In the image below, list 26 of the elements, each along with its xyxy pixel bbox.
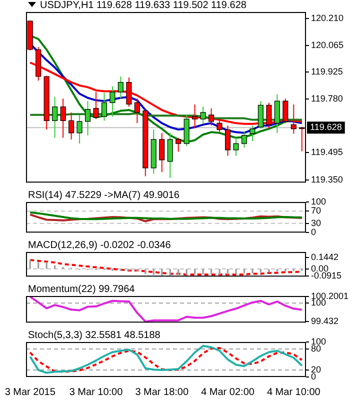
y-tick-label: 30 (311, 218, 322, 228)
chart-title: Momentum(22) 99.7964 (28, 284, 135, 295)
y-tick-label: 0.00 (311, 263, 329, 274)
y-tick-label: 70 (311, 206, 322, 216)
y-tick-label: 119.925 (311, 66, 343, 76)
x-tick-label: 3 Mar 2015 (4, 386, 56, 398)
chart-title: RSI(14) 47.5229 ->MA(7) 49.9016 (28, 190, 180, 201)
y-tick-label: -0.0915 (311, 270, 342, 281)
y-tick-label: 100 (311, 196, 326, 206)
chart-title: Stoch(5,3,3) 32.5581 48.5188 (28, 330, 160, 341)
y-tick-label: 99.432 (311, 316, 339, 326)
y-tick-label: 100 (311, 298, 326, 308)
chart-title: MACD(12,26,9) -0.0202 -0.0346 (28, 240, 171, 251)
ref-line-label: 119.628 (310, 122, 342, 132)
x-tick-label: 3 Mar 18:00 (135, 386, 189, 398)
y-tick-label: 0.1442 (311, 252, 339, 262)
y-tick-label: 119.780 (311, 94, 343, 104)
y-tick-label: 120.065 (311, 40, 344, 50)
y-tick-label: 119.495 (311, 147, 343, 158)
x-tick-label: 3 Mar 10:00 (69, 386, 124, 398)
y-tick-label: 120.210 (311, 13, 344, 24)
y-tick-label: 0 (311, 227, 316, 238)
chart-title: USDJPY,H1 119.628 119.633 119.502 119.628 (39, 0, 246, 11)
y-tick-label: 119.350 (311, 174, 343, 184)
x-tick-label: 4 Mar 02:00 (201, 386, 255, 398)
x-tick-label: 4 Mar 10:00 (266, 386, 321, 398)
